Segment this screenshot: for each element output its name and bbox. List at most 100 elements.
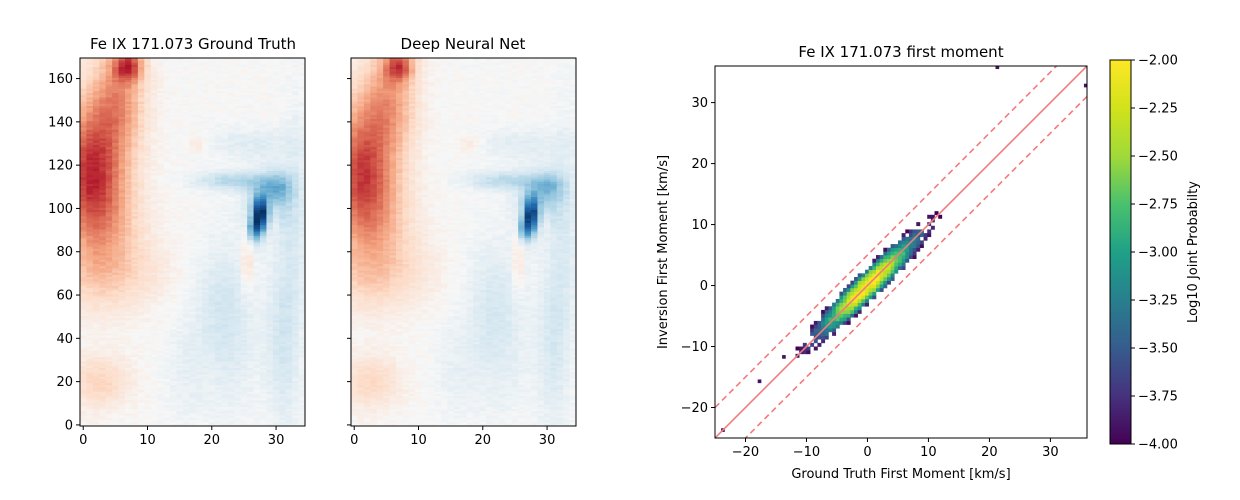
gt-cell (99, 172, 107, 176)
gt-cell (285, 246, 293, 249)
gt-cell (189, 192, 197, 195)
gt-cell (292, 391, 299, 394)
gt-cell (266, 155, 274, 158)
gt-cell (292, 248, 299, 252)
gt-cell (144, 406, 152, 410)
gt-cell (163, 393, 171, 397)
gt-cell (131, 224, 139, 228)
gt-cell (240, 224, 248, 228)
gt-cell (247, 181, 254, 184)
gt-cell (170, 239, 177, 243)
gt-cell (234, 218, 242, 221)
gt-cell (260, 138, 267, 141)
gt-cell (170, 185, 177, 189)
gt-cell (298, 421, 305, 425)
gt-cell (157, 363, 164, 366)
gt-cell (189, 159, 197, 163)
gt-cell (234, 413, 242, 416)
gt-cell (176, 419, 184, 423)
gt-cell (260, 222, 267, 226)
gt-cell (157, 233, 164, 236)
gt-cell (260, 410, 267, 414)
gt-cell (182, 287, 190, 291)
gt-cell (163, 192, 171, 195)
gt-cell (247, 298, 254, 301)
gt-cell (144, 170, 152, 174)
gt-cell (260, 159, 267, 163)
gt-cell (208, 315, 216, 319)
gt-cell (208, 151, 216, 154)
gt-cell (99, 293, 107, 297)
gt-cell (279, 261, 287, 265)
gt-cell (253, 402, 261, 405)
gt-cell (182, 267, 190, 271)
gt-cell (208, 196, 216, 200)
gt-cell (112, 304, 119, 308)
gt-cell (208, 419, 216, 423)
gt-cell (221, 378, 229, 381)
gt-cell (247, 244, 254, 247)
gt-cell (86, 170, 94, 174)
gt-cell (215, 274, 222, 278)
gt-cell (260, 367, 267, 371)
gt-cell (105, 129, 113, 132)
gt-cell (227, 222, 235, 226)
gt-cell (240, 397, 248, 401)
gt-cell (157, 406, 164, 410)
gt-cell (189, 345, 197, 349)
gt-cell (240, 363, 248, 366)
gt-cell (208, 116, 216, 120)
gt-cell (202, 348, 209, 351)
gt-cell (86, 207, 94, 210)
gt-cell (298, 352, 305, 355)
gt-cell (260, 317, 267, 321)
gt-cell (131, 183, 139, 187)
gt-cell (215, 408, 222, 412)
gt-cell (189, 315, 197, 319)
gt-cell (131, 159, 139, 163)
gt-cell (208, 337, 216, 340)
gt-cell (163, 298, 171, 301)
gt-cell (221, 142, 229, 145)
gt-cell (112, 196, 119, 200)
gt-cell (208, 332, 216, 336)
gt-cell (176, 395, 184, 399)
gt-cell (105, 391, 113, 394)
gt-cell (253, 363, 261, 366)
gt-cell (253, 400, 261, 403)
gt-cell (208, 168, 216, 171)
gt-cell (112, 179, 119, 182)
gt-cell (118, 226, 126, 230)
gt-cell (176, 226, 184, 230)
gt-cell (112, 257, 119, 260)
gt-cell (157, 374, 164, 377)
gt-cell (298, 270, 305, 273)
gt-cell (99, 146, 107, 150)
gt-cell (99, 341, 107, 345)
gt-cell (86, 242, 94, 245)
gt-cell (247, 287, 254, 291)
gt-cell (92, 211, 100, 215)
gt-cell (150, 131, 158, 135)
gt-cell (189, 261, 197, 265)
gt-cell (215, 350, 222, 353)
gt-cell (150, 222, 158, 226)
gt-cell (131, 341, 139, 345)
gt-cell (298, 267, 305, 271)
gt-cell (105, 172, 113, 176)
gt-cell (221, 129, 229, 132)
gt-cell (253, 408, 261, 412)
gt-cell (298, 376, 305, 379)
gt-cell (189, 190, 197, 193)
gt-cell (157, 157, 164, 161)
gt-cell (176, 415, 184, 418)
gt-cell (105, 311, 113, 314)
gt-cell (279, 400, 287, 403)
gt-cell (272, 179, 280, 182)
gt-cell (80, 235, 87, 239)
gt-cell (195, 144, 203, 148)
gt-cell (202, 315, 209, 319)
gt-cell (80, 365, 87, 368)
gt-cell (195, 343, 203, 347)
gt-cell (247, 224, 254, 228)
